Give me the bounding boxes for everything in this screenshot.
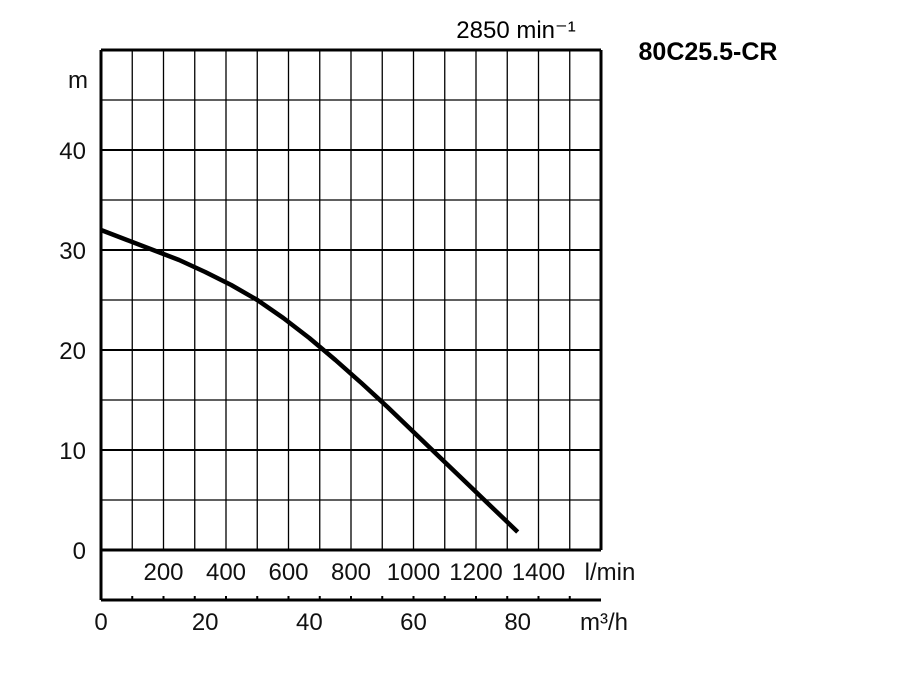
x-tick-label-lmin: 1000 <box>387 559 440 586</box>
x-tick-label-lmin: 1400 <box>512 559 565 586</box>
y-tick-label: 0 <box>73 538 86 565</box>
y-tick-label: 40 <box>59 138 86 165</box>
y-axis-unit-label: m <box>68 67 88 94</box>
x-tick-label-m3h: 80 <box>504 609 531 636</box>
x-tick-label-lmin: 200 <box>143 559 183 586</box>
x-tick-label-m3h: 60 <box>400 609 427 636</box>
speed-label: 2850 min⁻¹ <box>456 17 575 44</box>
chart-frame <box>99 48 603 602</box>
y-tick-label: 30 <box>59 238 86 265</box>
x-tick-label-lmin: 800 <box>331 559 371 586</box>
y-tick-label: 10 <box>59 438 86 465</box>
tick-labels: 0 10 20 30 40 200 400 600 800 1000 1200 1400 0 20 40 60… <box>59 138 565 636</box>
model-label: 80C25.5-CR <box>639 38 778 66</box>
grid <box>101 50 601 550</box>
head-curve-line <box>100 227 520 534</box>
y-tick-label: 20 <box>59 338 86 365</box>
x-tick-label-lmin: 1200 <box>449 559 502 586</box>
x-axis-lmin-unit-label: l/min <box>585 559 636 586</box>
curve-layer <box>100 227 520 534</box>
x-axis-m3h-unit-label: m³/h <box>580 609 628 636</box>
x-tick-label-lmin: 400 <box>206 559 246 586</box>
x-tick-label-m3h: 20 <box>192 609 219 636</box>
x-tick-label-m3h: 40 <box>296 609 323 636</box>
x-tick-label-m3h: 0 <box>94 609 107 636</box>
x-tick-label-lmin: 600 <box>268 559 308 586</box>
